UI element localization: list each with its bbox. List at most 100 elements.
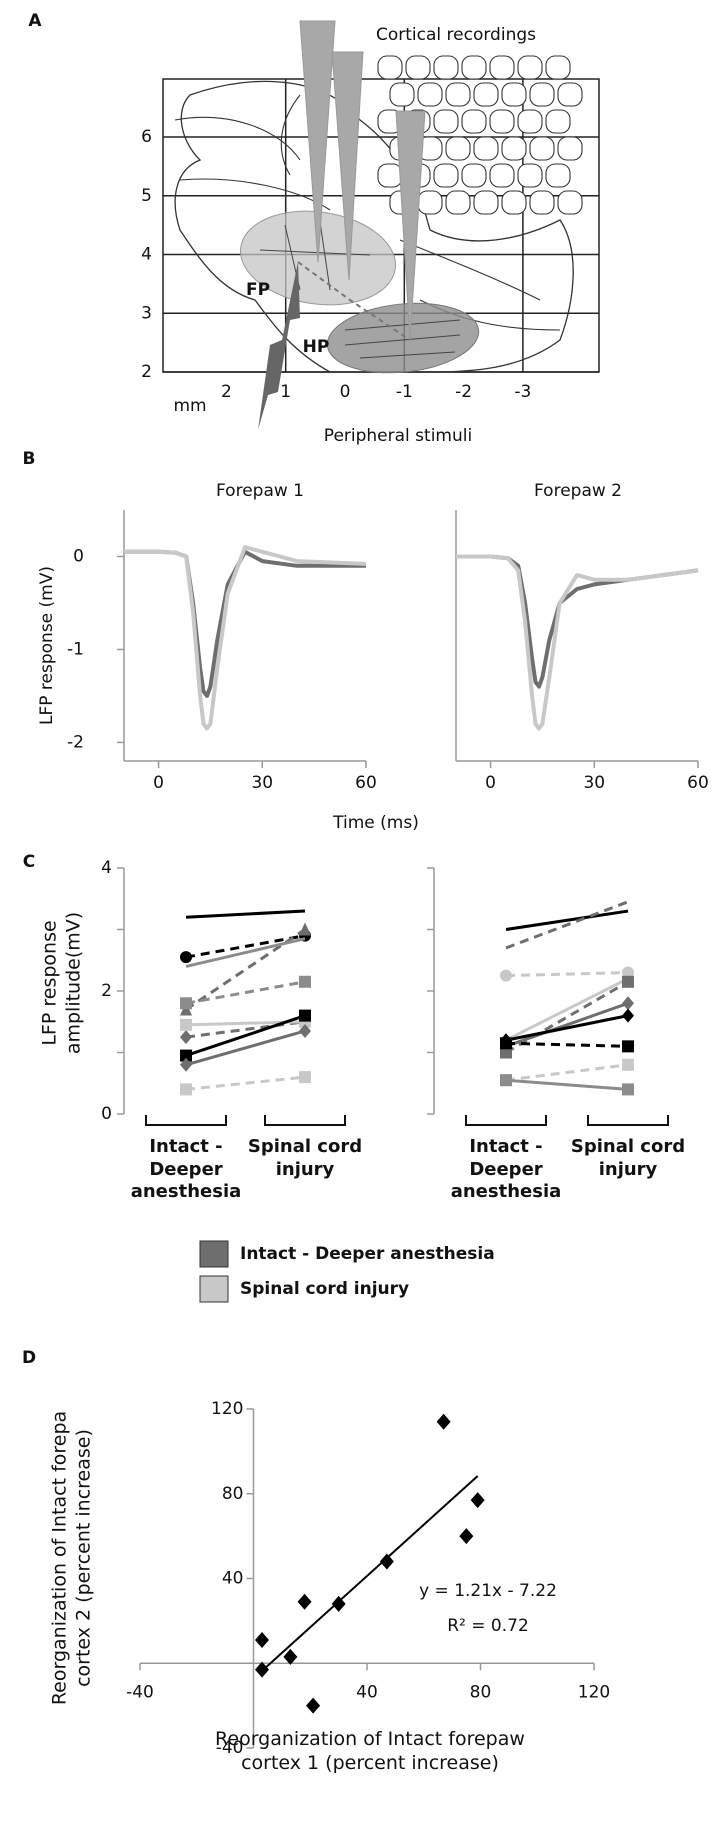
y-tick-label: 3 (141, 303, 152, 323)
brain-cell (529, 136, 555, 161)
brain-cell (433, 109, 459, 134)
marker (500, 1074, 512, 1087)
pair-line (185, 928, 306, 1011)
region-label: FP (246, 280, 270, 300)
x-tick-label: 120 (578, 1682, 610, 1702)
marker (299, 1009, 311, 1022)
diagram-label: Peripheral stimuli (324, 426, 472, 446)
marker (622, 1008, 634, 1023)
marker (180, 1049, 192, 1062)
pair-line (185, 1029, 306, 1067)
panel-label: C (23, 852, 35, 872)
category-bracket (587, 1115, 669, 1126)
r-squared: R² = 0.72 (447, 1616, 529, 1636)
y-tick-label: 120 (211, 1399, 243, 1419)
y-tick-label: 4 (101, 858, 112, 878)
point (459, 1528, 474, 1545)
marker (299, 922, 311, 936)
y-tick-label: -1 (67, 639, 84, 659)
pair-line (185, 1014, 306, 1057)
trace (124, 545, 367, 731)
y-tick-label: 80 (222, 1484, 244, 1504)
y-tick-label: -40 (216, 1738, 244, 1758)
y-tick-label: 5 (141, 186, 152, 206)
point (436, 1413, 451, 1430)
brain-cell (501, 190, 527, 215)
marker (299, 1071, 311, 1084)
pair-line (505, 980, 629, 1054)
x-tick-label: -40 (126, 1682, 154, 1702)
marker (180, 1030, 192, 1045)
x-tick-label: 40 (356, 1682, 378, 1702)
y-axis-label: LFP response amplitude(mV) (38, 911, 84, 1055)
point (306, 1697, 321, 1714)
hp-lines (344, 319, 461, 359)
pair-line (505, 971, 629, 978)
point (255, 1631, 270, 1648)
y-tick-label: 40 (222, 1569, 244, 1589)
y-tick-label: 2 (101, 981, 112, 1001)
x-tick-label: 2 (221, 382, 232, 402)
pair-line (505, 909, 629, 931)
brain-cell (445, 136, 471, 161)
x-tick-label: Intact - Deeper anesthesia (450, 1136, 562, 1202)
brain-cell (489, 163, 515, 188)
y-tick-label: 0 (73, 546, 84, 566)
x-tick-label: 30 (251, 773, 273, 793)
electrode (395, 110, 426, 341)
brain-cell (557, 136, 583, 161)
brain-cell (529, 190, 555, 215)
brain-cell (501, 136, 527, 161)
brain-cell (417, 190, 443, 215)
point (470, 1492, 485, 1509)
marker (622, 996, 634, 1011)
marker (622, 1040, 634, 1053)
brain-outline (174, 94, 561, 331)
marker (500, 1037, 512, 1050)
brain-cell (461, 163, 487, 188)
pathway (297, 261, 411, 341)
brain-outline (174, 80, 574, 373)
pair-line (185, 980, 306, 1005)
x-tick-label: 60 (687, 773, 709, 793)
unit-label: mm (173, 396, 206, 416)
brain-cell (461, 109, 487, 134)
marker (622, 1083, 634, 1096)
brain-cell (433, 163, 459, 188)
brain-cell (517, 163, 543, 188)
marker (180, 1057, 192, 1072)
pair-line (505, 1041, 629, 1048)
point (379, 1553, 394, 1570)
brain-cell (489, 109, 515, 134)
point (331, 1595, 346, 1612)
brain-cell (461, 55, 487, 80)
x-tick-label: Spinal cord injury (570, 1136, 686, 1180)
brain-cell (557, 190, 583, 215)
y-axis-label: LFP response (mV) (37, 566, 57, 725)
category-bracket (465, 1115, 547, 1126)
stimulus-zigzag (258, 262, 300, 430)
y-axis-label: Reorganization of Intact forepa cortex 2… (48, 1410, 94, 1706)
chart-title: Forepaw 1 (216, 481, 304, 501)
brain-cell (377, 55, 403, 80)
brain-cell (473, 136, 499, 161)
x-tick-label: Intact - Deeper anesthesia (130, 1136, 242, 1202)
legend-label: Spinal cord injury (240, 1279, 409, 1299)
equation: y = 1.21x - 7.22 (419, 1581, 557, 1601)
y-tick-label: 4 (141, 245, 152, 265)
x-tick-label: -2 (455, 382, 472, 402)
y-tick-label: -2 (67, 732, 84, 752)
panel-label: D (22, 1348, 36, 1368)
x-tick-label: -1 (396, 382, 413, 402)
panel-label: B (23, 449, 36, 469)
x-tick-label: -3 (514, 382, 531, 402)
y-tick-label: 0 (101, 1104, 112, 1124)
x-tick-label: 0 (485, 773, 496, 793)
x-tick-label: Spinal cord injury (247, 1136, 363, 1180)
category-bracket (264, 1115, 346, 1126)
marker (180, 1018, 192, 1031)
brain-cell (473, 190, 499, 215)
brain-cell (489, 55, 515, 80)
